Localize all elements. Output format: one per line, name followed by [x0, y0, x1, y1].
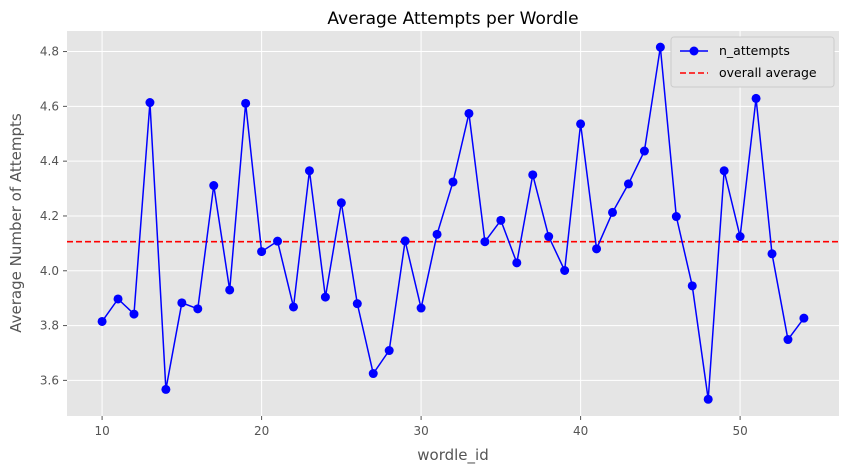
data-point [512, 258, 522, 268]
data-point [671, 212, 681, 222]
data-point [767, 249, 777, 259]
data-point [623, 179, 633, 189]
y-tick-label: 4.0 [40, 264, 59, 278]
x-axis-label: wordle_id [417, 446, 488, 465]
x-tick-label: 30 [413, 424, 428, 438]
y-axis-label: Average Number of Attempts [7, 113, 25, 333]
data-point [273, 236, 283, 246]
data-point [193, 304, 203, 314]
data-point [480, 237, 490, 247]
y-tick-label: 3.8 [40, 319, 59, 333]
data-point [129, 309, 139, 319]
data-point [288, 302, 298, 312]
data-point [560, 265, 570, 275]
y-tick-label: 4.2 [40, 209, 59, 223]
data-point [719, 166, 729, 176]
x-tick-label: 10 [94, 424, 109, 438]
data-point [257, 247, 267, 257]
y-tick-label: 3.6 [40, 373, 59, 387]
data-point [161, 384, 171, 394]
data-point [241, 98, 251, 108]
series [97, 42, 809, 404]
data-point [177, 298, 187, 308]
x-tick-label: 20 [254, 424, 269, 438]
data-point [655, 42, 665, 52]
data-point [368, 369, 378, 379]
chart-title: Average Attempts per Wordle [327, 9, 578, 29]
legend-marker-n-attempts [689, 46, 699, 56]
data-point [528, 170, 538, 180]
x-tick-label: 50 [732, 424, 747, 438]
data-point [687, 281, 697, 291]
data-point [735, 232, 745, 242]
data-point [464, 108, 474, 118]
data-point [592, 244, 602, 254]
data-point [97, 316, 107, 326]
data-point [799, 313, 809, 323]
data-point [608, 207, 618, 217]
data-point [145, 98, 155, 108]
y-tick-label: 4.4 [40, 154, 59, 168]
data-point [703, 394, 713, 404]
data-point [576, 119, 586, 129]
data-point [544, 232, 554, 242]
legend-label-n-attempts: n_attempts [719, 43, 790, 58]
plot-background [67, 31, 839, 416]
data-point [448, 177, 458, 187]
data-point [304, 166, 314, 176]
y-tick-label: 4.6 [40, 99, 59, 113]
legend-box [670, 36, 835, 88]
data-point [783, 335, 793, 345]
data-point [113, 294, 123, 304]
data-point [639, 146, 649, 156]
y-tick-label: 4.8 [40, 45, 59, 59]
data-point [400, 236, 410, 246]
data-point [384, 346, 394, 356]
data-point [496, 215, 506, 225]
x-tick-labels: 10 20 30 40 50 [94, 416, 748, 438]
legend-label-overall-average: overall average [719, 65, 817, 80]
y-tick-labels: 3.6 3.8 4.0 4.2 4.4 4.6 4.8 [40, 45, 67, 387]
data-point [352, 299, 362, 309]
data-point [416, 303, 426, 313]
data-point [320, 292, 330, 302]
x-tick-label: 40 [573, 424, 588, 438]
grid [67, 31, 839, 416]
data-point [209, 181, 219, 191]
data-point [751, 93, 761, 103]
legend: n_attempts overall average [670, 36, 835, 88]
data-point [225, 285, 235, 295]
data-point [432, 229, 442, 239]
data-point [336, 198, 346, 208]
